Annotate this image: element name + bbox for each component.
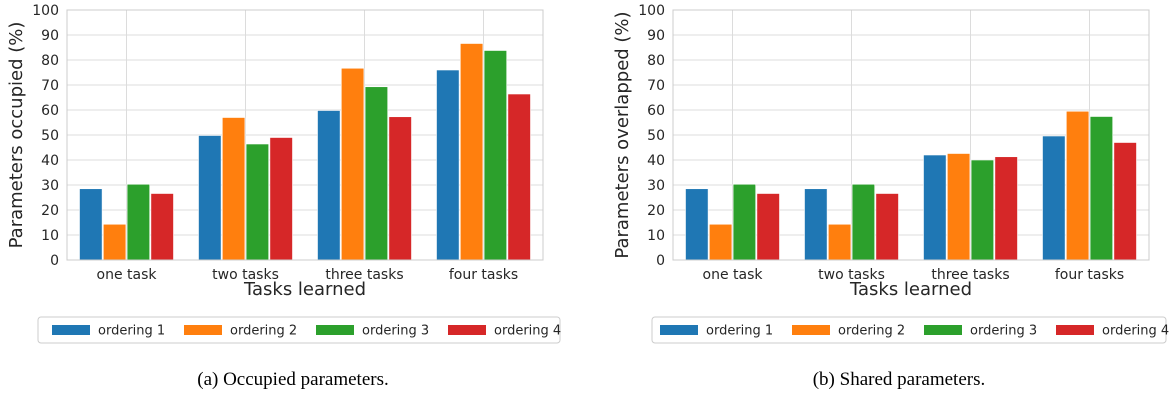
- y-axis-label: Parameters overlapped (%): [612, 11, 633, 258]
- chart-shared-parameters: 0 10 20 30 40 50 60 70 80 90 100 one task two tasks t…: [612, 3, 1169, 390]
- y-tick-label: 40: [647, 153, 665, 169]
- bar-ordering-2-three-tasks: [340, 67, 365, 261]
- y-tick-label: 100: [32, 3, 59, 19]
- bar-ordering-4-three-tasks: [994, 156, 1018, 261]
- bar-ordering-2-two-tasks: [222, 117, 246, 261]
- y-axis-label: Parameters occupied (%): [6, 22, 27, 249]
- y-tick-label: 20: [41, 203, 59, 219]
- x-tick-label: two tasks: [818, 267, 885, 283]
- plot-frame: [672, 9, 1150, 261]
- bar-ordering-3-three-tasks: [970, 159, 994, 261]
- legend-label-ordering-4: ordering 4: [1102, 324, 1169, 339]
- legend-label-ordering-3: ordering 3: [362, 324, 429, 339]
- bar-ordering-3-two-tasks: [851, 183, 875, 261]
- bar-ordering-4-two-tasks: [269, 137, 293, 261]
- y-tick-label: 90: [41, 28, 59, 44]
- legend: ordering 1 ordering 2 ordering 3 ordering 4: [37, 316, 561, 344]
- legend: ordering 1 ordering 2 ordering 3 ordering 4: [651, 316, 1169, 344]
- y-tick-label: 50: [41, 128, 59, 144]
- bar-ordering-4-one-task: [150, 193, 174, 261]
- chart-occupied-parameters: 0 10 20 30 40 50 60 70 80 90 100 one task two tasks t…: [6, 3, 561, 390]
- y-tick-label: 0: [656, 253, 665, 269]
- x-axis-label: Tasks learned: [849, 279, 972, 300]
- legend-swatch-ordering-4: [448, 325, 486, 335]
- figure-caption: (b) Shared parameters.: [813, 369, 986, 390]
- bar-ordering-4-four-tasks: [1113, 142, 1137, 261]
- legend-swatch-ordering-2: [792, 325, 830, 335]
- y-tick-label: 70: [647, 78, 665, 94]
- y-tick-label: 0: [50, 253, 59, 269]
- y-tick-label: 10: [41, 228, 59, 244]
- x-tick-label: two tasks: [212, 267, 279, 283]
- bar-ordering-2-three-tasks: [946, 153, 971, 261]
- x-tick-label: one task: [703, 267, 764, 283]
- x-tick-label: one task: [97, 267, 158, 283]
- y-tick-label: 50: [647, 128, 665, 144]
- legend-swatch-ordering-2: [184, 325, 222, 335]
- bar-ordering-2-four-tasks: [1066, 110, 1090, 261]
- bar-ordering-4-one-task: [756, 193, 780, 261]
- y-tick-label: 100: [638, 3, 665, 19]
- legend-swatch-ordering-4: [1056, 325, 1094, 335]
- bar-ordering-1-three-tasks: [923, 154, 947, 261]
- bar-ordering-3-one-task: [126, 183, 150, 261]
- bar-ordering-2-four-tasks: [459, 43, 484, 261]
- y-tick-label: 30: [647, 178, 665, 194]
- bar-ordering-3-two-tasks: [245, 143, 270, 261]
- legend-frame: [651, 316, 1167, 344]
- y-tick-label: 40: [41, 153, 59, 169]
- legend-swatch-ordering-1: [660, 325, 698, 335]
- bar-ordering-1-one-task: [685, 188, 709, 261]
- y-tick-label: 90: [647, 28, 665, 44]
- legend-frame: [37, 316, 561, 344]
- y-tick-label: 80: [41, 53, 59, 69]
- plot-frame: [66, 9, 544, 261]
- y-tick-label: 60: [41, 103, 59, 119]
- bar-ordering-1-four-tasks: [1042, 135, 1066, 261]
- y-tick-label: 30: [41, 178, 59, 194]
- bar-ordering-3-four-tasks: [1089, 116, 1113, 261]
- y-tick-label: 80: [647, 53, 665, 69]
- legend-swatch-ordering-3: [924, 325, 962, 335]
- bar-ordering-2-one-task: [708, 223, 733, 261]
- bar-ordering-4-three-tasks: [388, 116, 412, 261]
- figure-caption: (a) Occupied parameters.: [197, 369, 388, 390]
- bar-ordering-1-two-tasks: [804, 188, 828, 261]
- y-tick-label: 70: [41, 78, 59, 94]
- bar-ordering-3-three-tasks: [364, 86, 389, 261]
- y-tick-label: 20: [647, 203, 665, 219]
- bar-ordering-1-four-tasks: [436, 69, 460, 261]
- legend-label-ordering-4: ordering 4: [494, 324, 561, 339]
- legend-label-ordering-1: ordering 1: [706, 324, 773, 339]
- y-tick-label: 60: [647, 103, 665, 119]
- x-tick-label: three tasks: [325, 267, 403, 283]
- legend-label-ordering-2: ordering 2: [838, 324, 905, 339]
- y-tick-label: 10: [647, 228, 665, 244]
- bar-ordering-3-four-tasks: [483, 50, 508, 261]
- legend-label-ordering-3: ordering 3: [970, 324, 1037, 339]
- bar-ordering-4-four-tasks: [507, 93, 531, 261]
- bar-ordering-2-one-task: [103, 223, 127, 261]
- x-tick-label: four tasks: [1055, 267, 1124, 283]
- bar-ordering-1-three-tasks: [317, 110, 341, 261]
- x-axis-label: Tasks learned: [243, 279, 366, 300]
- bar-ordering-2-two-tasks: [827, 223, 852, 261]
- x-tick-label: four tasks: [449, 267, 518, 283]
- bar-ordering-1-two-tasks: [198, 135, 222, 261]
- legend-label-ordering-2: ordering 2: [230, 324, 297, 339]
- bar-ordering-4-two-tasks: [875, 193, 899, 261]
- legend-swatch-ordering-1: [52, 325, 90, 335]
- bar-ordering-3-one-task: [732, 183, 756, 261]
- bar-ordering-1-one-task: [79, 188, 103, 261]
- legend-swatch-ordering-3: [316, 325, 354, 335]
- x-tick-label: three tasks: [931, 267, 1009, 283]
- legend-label-ordering-1: ordering 1: [98, 324, 165, 339]
